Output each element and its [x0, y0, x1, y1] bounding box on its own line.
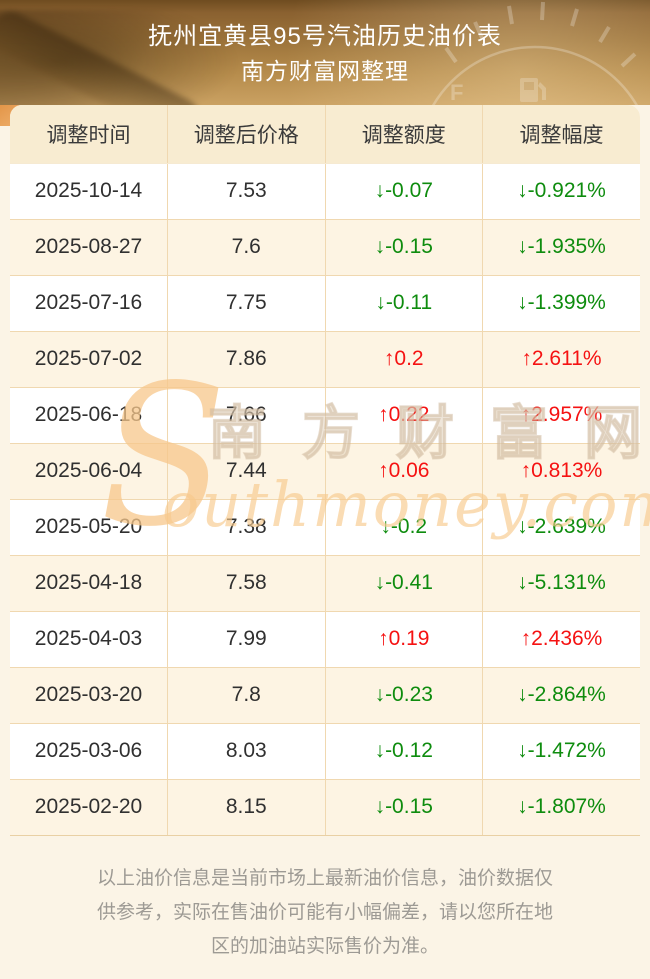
change-cell: ↓-0.12 — [325, 723, 483, 780]
table-row: 2025-10-14 7.53 ↓-0.07 ↓-0.921% — [10, 163, 640, 220]
change-cell: ↓-0.23 — [325, 667, 483, 724]
percent-cell: ↑2.436% — [482, 611, 640, 668]
table-row: 2025-05-20 7.38 ↓-0.2 ↓-2.639% — [10, 499, 640, 556]
col-header-adjust-range: 调整幅度 — [482, 105, 640, 164]
date-cell: 2025-07-16 — [10, 275, 168, 332]
date-cell: 2025-06-18 — [10, 387, 168, 444]
table-row: 2025-04-03 7.99 ↑0.19 ↑2.436% — [10, 611, 640, 668]
percent-cell: ↓-1.472% — [482, 723, 640, 780]
date-cell: 2025-10-14 — [10, 163, 168, 220]
table-row: 2025-06-04 7.44 ↑0.06 ↑0.813% — [10, 443, 640, 500]
footer: 以上油价信息是当前市场上最新油价信息，油价数据仅供参考，实际在售油价可能有小幅偏… — [0, 836, 650, 964]
header-banner: F 抚州宜黄县95号汽油历史油价表 南方财富网整理 — [0, 0, 650, 105]
price-cell: 7.44 — [167, 443, 326, 500]
price-cell: 8.15 — [167, 779, 326, 836]
date-cell: 2025-06-04 — [10, 443, 168, 500]
table-row: 2025-03-20 7.8 ↓-0.23 ↓-2.864% — [10, 667, 640, 724]
price-cell: 8.03 — [167, 723, 326, 780]
table-row: 2025-07-02 7.86 ↑0.2 ↑2.611% — [10, 331, 640, 388]
percent-cell: ↓-2.639% — [482, 499, 640, 556]
change-cell: ↓-0.15 — [325, 779, 483, 836]
disclaimer-text: 以上油价信息是当前市场上最新油价信息，油价数据仅供参考，实际在售油价可能有小幅偏… — [96, 867, 553, 957]
change-cell: ↓-0.11 — [325, 275, 483, 332]
table-row: 2025-02-20 8.15 ↓-0.15 ↓-1.807% — [10, 779, 640, 836]
change-cell: ↓-0.15 — [325, 219, 483, 276]
table-row: 2025-06-18 7.66 ↑0.22 ↑2.957% — [10, 387, 640, 444]
table-row: 2025-07-16 7.75 ↓-0.11 ↓-1.399% — [10, 275, 640, 332]
price-cell: 7.38 — [167, 499, 326, 556]
page-title: 抚州宜黄县95号汽油历史油价表 — [148, 23, 502, 50]
col-header-price-after: 调整后价格 — [167, 105, 326, 164]
date-cell: 2025-05-20 — [10, 499, 168, 556]
date-cell: 2025-03-06 — [10, 723, 168, 780]
price-cell: 7.6 — [167, 219, 326, 276]
table-row: 2025-08-27 7.6 ↓-0.15 ↓-1.935% — [10, 219, 640, 276]
page-title-block: 抚州宜黄县95号汽油历史油价表 南方财富网整理 — [0, 0, 650, 89]
price-cell: 7.8 — [167, 667, 326, 724]
date-cell: 2025-07-02 — [10, 331, 168, 388]
table-header-row: 调整时间 调整后价格 调整额度 调整幅度 — [10, 105, 640, 164]
date-cell: 2025-03-20 — [10, 667, 168, 724]
oil-price-table: 调整时间 调整后价格 调整额度 调整幅度 2025-10-14 7.53 ↓-0… — [10, 105, 640, 836]
change-cell: ↑0.06 — [325, 443, 483, 500]
table-row: 2025-03-06 8.03 ↓-0.12 ↓-1.472% — [10, 723, 640, 780]
percent-cell: ↓-2.864% — [482, 667, 640, 724]
table-body: 2025-10-14 7.53 ↓-0.07 ↓-0.921% 2025-08-… — [10, 163, 640, 836]
percent-cell: ↓-1.399% — [482, 275, 640, 332]
price-cell: 7.75 — [167, 275, 326, 332]
col-header-adjust-amount: 调整额度 — [325, 105, 483, 164]
percent-cell: ↓-0.921% — [482, 163, 640, 220]
change-cell: ↑0.2 — [325, 331, 483, 388]
page-subtitle: 南方财富网整理 — [241, 58, 409, 84]
percent-cell: ↓-1.935% — [482, 219, 640, 276]
date-cell: 2025-08-27 — [10, 219, 168, 276]
date-cell: 2025-02-20 — [10, 779, 168, 836]
table-row: 2025-04-18 7.58 ↓-0.41 ↓-5.131% — [10, 555, 640, 612]
price-cell: 7.86 — [167, 331, 326, 388]
percent-cell: ↑2.611% — [482, 331, 640, 388]
price-cell: 7.99 — [167, 611, 326, 668]
change-cell: ↓-0.07 — [325, 163, 483, 220]
price-cell: 7.53 — [167, 163, 326, 220]
date-cell: 2025-04-18 — [10, 555, 168, 612]
percent-cell: ↓-1.807% — [482, 779, 640, 836]
table-header: 调整时间 调整后价格 调整额度 调整幅度 — [10, 105, 640, 164]
percent-cell: ↓-5.131% — [482, 555, 640, 612]
change-cell: ↑0.19 — [325, 611, 483, 668]
percent-cell: ↑0.813% — [482, 443, 640, 500]
date-cell: 2025-04-03 — [10, 611, 168, 668]
change-cell: ↑0.22 — [325, 387, 483, 444]
col-header-adjust-time: 调整时间 — [10, 105, 168, 164]
price-cell: 7.58 — [167, 555, 326, 612]
change-cell: ↓-0.2 — [325, 499, 483, 556]
price-table-card: 调整时间 调整后价格 调整额度 调整幅度 2025-10-14 7.53 ↓-0… — [10, 105, 640, 836]
price-cell: 7.66 — [167, 387, 326, 444]
change-cell: ↓-0.41 — [325, 555, 483, 612]
percent-cell: ↑2.957% — [482, 387, 640, 444]
